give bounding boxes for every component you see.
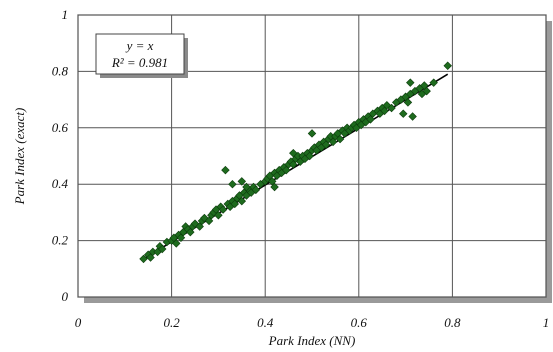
y-axis-label: Park Index (exact) — [12, 108, 27, 206]
equation-line-1: y = x — [125, 38, 154, 53]
data-point — [289, 160, 298, 169]
data-point — [335, 134, 345, 144]
data-point — [146, 253, 155, 262]
data-point — [218, 205, 228, 214]
data-point — [204, 216, 214, 226]
data-point — [270, 182, 279, 192]
x-tick-label: 0.6 — [351, 315, 368, 330]
data-point — [422, 86, 431, 96]
x-tick-label: 0.4 — [257, 315, 274, 330]
x-tick-label: 0.8 — [444, 315, 461, 330]
y-tick-label: 0.6 — [52, 120, 69, 135]
data-point — [289, 148, 298, 158]
y-tick-label: 0.8 — [52, 63, 69, 78]
y-tick-label: 0.4 — [52, 176, 69, 191]
data-point — [221, 165, 230, 175]
data-point — [403, 98, 413, 107]
equation-line-2: R² = 0.981 — [111, 55, 168, 70]
data-point — [406, 78, 415, 87]
data-point — [387, 103, 396, 113]
data-point — [200, 213, 209, 223]
y-tick-label: 0 — [62, 289, 69, 304]
data-point — [228, 179, 237, 189]
data-point — [282, 165, 291, 175]
data-point — [172, 239, 181, 248]
data-point — [251, 185, 261, 195]
y-tick-label: 0.2 — [52, 233, 69, 248]
data-point — [237, 177, 247, 186]
x-tick-labels: 0 0.2 0.4 0.6 0.8 1 — [75, 315, 550, 330]
data-point — [158, 244, 167, 254]
x-tick-label: 1 — [543, 315, 550, 330]
data-point — [408, 112, 417, 121]
data-point — [242, 182, 251, 192]
data-point — [307, 129, 317, 138]
data-point — [214, 210, 223, 220]
data-point — [139, 254, 148, 264]
data-point — [186, 227, 195, 237]
data-point — [237, 196, 247, 206]
y-tick-label: 1 — [62, 7, 69, 22]
x-tick-label: 0 — [75, 315, 82, 330]
data-point — [443, 61, 452, 70]
data-point — [429, 78, 438, 87]
y-tick-labels: 0 0.2 0.4 0.6 0.8 1 — [52, 7, 69, 304]
x-axis-label: Park Index (NN) — [268, 333, 356, 348]
equation-box: y = x R² = 0.981 — [95, 33, 188, 78]
x-tick-label: 0.2 — [163, 315, 180, 330]
data-point — [399, 109, 408, 118]
data-points — [139, 61, 452, 264]
